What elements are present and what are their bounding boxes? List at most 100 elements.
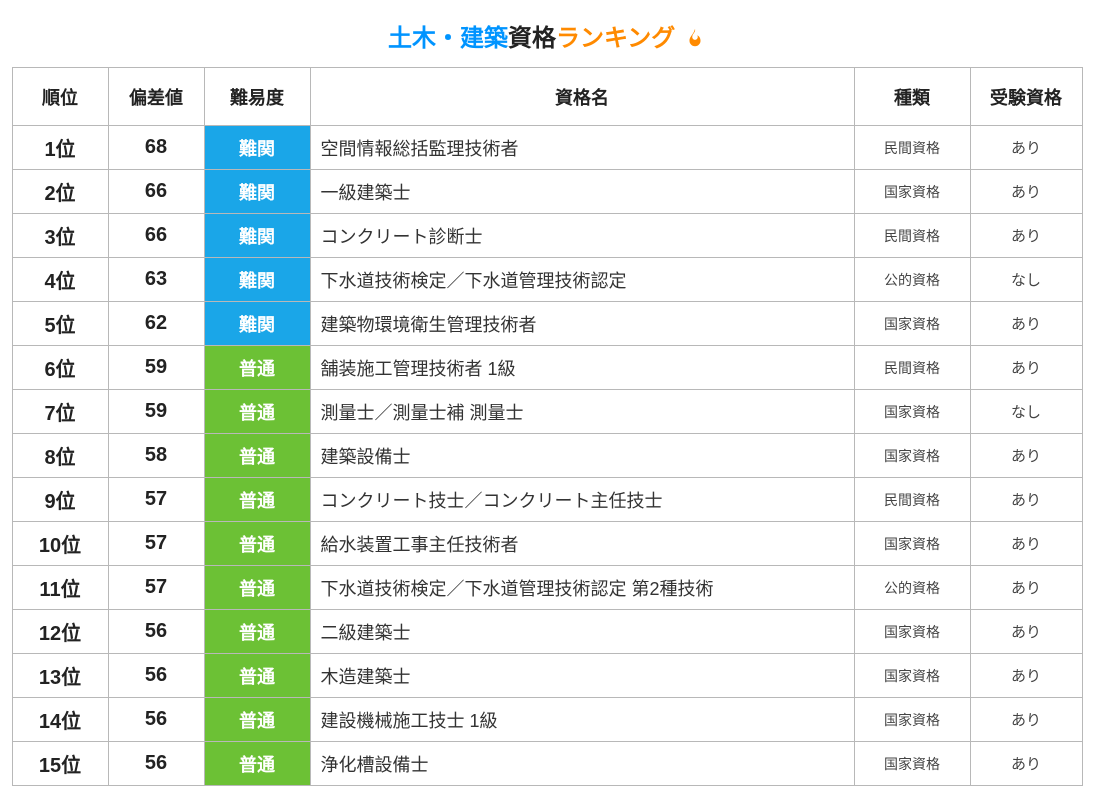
- cell-rank: 8位: [12, 434, 108, 478]
- cell-name: 一級建築士: [310, 170, 854, 214]
- table-row: 14位56普通建設機械施工技士 1級国家資格あり: [12, 698, 1082, 742]
- cell-difficulty: 普通: [204, 390, 310, 434]
- cell-type: 国家資格: [854, 610, 970, 654]
- cell-rank: 9位: [12, 478, 108, 522]
- flame-icon: [677, 25, 706, 52]
- cell-requirement: なし: [970, 390, 1082, 434]
- cell-name: 浄化槽設備士: [310, 742, 854, 786]
- cell-type: 民間資格: [854, 214, 970, 258]
- cell-requirement: あり: [970, 126, 1082, 170]
- table-row: 15位56普通浄化槽設備士国家資格あり: [12, 742, 1082, 786]
- cell-score: 56: [108, 654, 204, 698]
- table-row: 8位58普通建築設備士国家資格あり: [12, 434, 1082, 478]
- cell-name: 建築物環境衛生管理技術者: [310, 302, 854, 346]
- header-score: 偏差値: [108, 68, 204, 126]
- cell-type: 国家資格: [854, 390, 970, 434]
- cell-type: 国家資格: [854, 698, 970, 742]
- cell-score: 59: [108, 346, 204, 390]
- cell-score: 66: [108, 170, 204, 214]
- cell-type: 公的資格: [854, 566, 970, 610]
- title-ranking: ランキング: [556, 25, 675, 52]
- cell-requirement: あり: [970, 566, 1082, 610]
- title-category: 土木・建築: [388, 25, 508, 52]
- cell-name: 下水道技術検定／下水道管理技術認定 第2種技術: [310, 566, 854, 610]
- cell-difficulty: 普通: [204, 610, 310, 654]
- cell-difficulty: 難関: [204, 258, 310, 302]
- cell-name: 下水道技術検定／下水道管理技術認定: [310, 258, 854, 302]
- cell-name: 二級建築士: [310, 610, 854, 654]
- header-name: 資格名: [310, 68, 854, 126]
- cell-difficulty: 難関: [204, 302, 310, 346]
- cell-requirement: あり: [970, 214, 1082, 258]
- ranking-table: 順位 偏差値 難易度 資格名 種類 受験資格 1位68難関空間情報総括監理技術者…: [12, 67, 1083, 786]
- cell-score: 66: [108, 214, 204, 258]
- table-header-row: 順位 偏差値 難易度 資格名 種類 受験資格: [12, 68, 1082, 126]
- header-requirement: 受験資格: [970, 68, 1082, 126]
- cell-difficulty: 普通: [204, 654, 310, 698]
- cell-score: 57: [108, 566, 204, 610]
- cell-type: 国家資格: [854, 170, 970, 214]
- cell-rank: 3位: [12, 214, 108, 258]
- cell-type: 民間資格: [854, 478, 970, 522]
- cell-difficulty: 難関: [204, 126, 310, 170]
- table-row: 5位62難関建築物環境衛生管理技術者国家資格あり: [12, 302, 1082, 346]
- cell-score: 68: [108, 126, 204, 170]
- cell-difficulty: 普通: [204, 698, 310, 742]
- cell-name: 空間情報総括監理技術者: [310, 126, 854, 170]
- cell-requirement: あり: [970, 522, 1082, 566]
- header-rank: 順位: [12, 68, 108, 126]
- table-row: 3位66難関コンクリート診断士民間資格あり: [12, 214, 1082, 258]
- cell-type: 公的資格: [854, 258, 970, 302]
- cell-rank: 10位: [12, 522, 108, 566]
- cell-difficulty: 普通: [204, 742, 310, 786]
- cell-score: 56: [108, 742, 204, 786]
- table-row: 1位68難関空間情報総括監理技術者民間資格あり: [12, 126, 1082, 170]
- cell-rank: 2位: [12, 170, 108, 214]
- cell-difficulty: 普通: [204, 566, 310, 610]
- page-title: 土木・建築資格ランキング: [10, 18, 1084, 53]
- cell-requirement: あり: [970, 170, 1082, 214]
- cell-requirement: あり: [970, 742, 1082, 786]
- cell-difficulty: 普通: [204, 434, 310, 478]
- cell-score: 63: [108, 258, 204, 302]
- table-row: 12位56普通二級建築士国家資格あり: [12, 610, 1082, 654]
- cell-requirement: あり: [970, 654, 1082, 698]
- header-difficulty: 難易度: [204, 68, 310, 126]
- table-row: 6位59普通舗装施工管理技術者 1級民間資格あり: [12, 346, 1082, 390]
- cell-type: 国家資格: [854, 522, 970, 566]
- cell-rank: 4位: [12, 258, 108, 302]
- cell-requirement: あり: [970, 698, 1082, 742]
- cell-name: 測量士／測量士補 測量士: [310, 390, 854, 434]
- table-row: 13位56普通木造建築士国家資格あり: [12, 654, 1082, 698]
- cell-type: 国家資格: [854, 654, 970, 698]
- cell-name: 舗装施工管理技術者 1級: [310, 346, 854, 390]
- cell-type: 国家資格: [854, 302, 970, 346]
- cell-requirement: あり: [970, 302, 1082, 346]
- cell-name: 建設機械施工技士 1級: [310, 698, 854, 742]
- cell-difficulty: 普通: [204, 346, 310, 390]
- cell-requirement: あり: [970, 610, 1082, 654]
- table-row: 11位57普通下水道技術検定／下水道管理技術認定 第2種技術公的資格あり: [12, 566, 1082, 610]
- cell-rank: 15位: [12, 742, 108, 786]
- cell-rank: 7位: [12, 390, 108, 434]
- cell-requirement: あり: [970, 346, 1082, 390]
- cell-name: 建築設備士: [310, 434, 854, 478]
- cell-rank: 13位: [12, 654, 108, 698]
- cell-score: 57: [108, 478, 204, 522]
- cell-difficulty: 難関: [204, 214, 310, 258]
- cell-type: 国家資格: [854, 742, 970, 786]
- header-type: 種類: [854, 68, 970, 126]
- cell-difficulty: 普通: [204, 478, 310, 522]
- cell-score: 56: [108, 698, 204, 742]
- cell-requirement: あり: [970, 434, 1082, 478]
- cell-name: 給水装置工事主任技術者: [310, 522, 854, 566]
- table-row: 4位63難関下水道技術検定／下水道管理技術認定公的資格なし: [12, 258, 1082, 302]
- cell-rank: 12位: [12, 610, 108, 654]
- cell-difficulty: 普通: [204, 522, 310, 566]
- cell-score: 57: [108, 522, 204, 566]
- cell-score: 56: [108, 610, 204, 654]
- cell-type: 国家資格: [854, 434, 970, 478]
- cell-rank: 6位: [12, 346, 108, 390]
- cell-requirement: なし: [970, 258, 1082, 302]
- cell-score: 62: [108, 302, 204, 346]
